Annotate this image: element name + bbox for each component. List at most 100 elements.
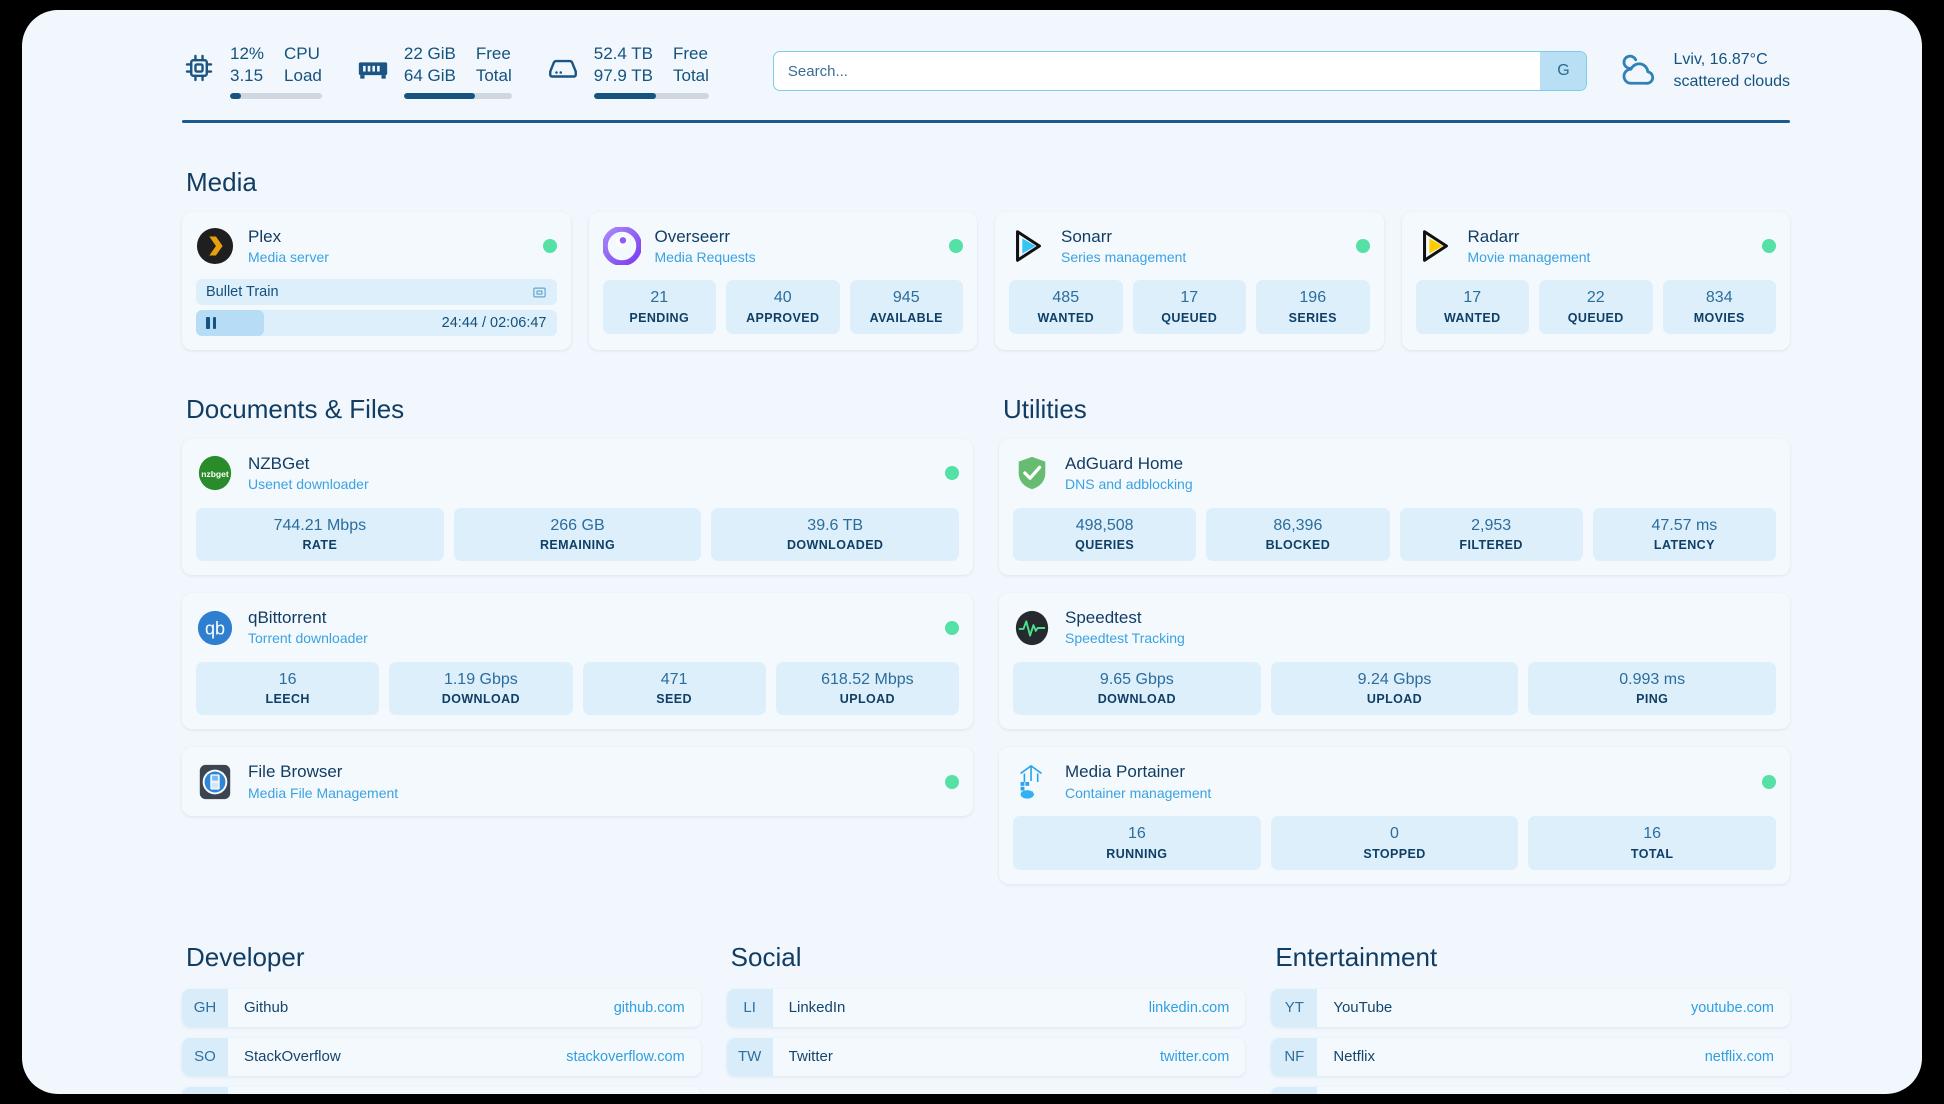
service-card-speedtest[interactable]: Speedtest Speedtest Tracking 9.65 Gbps DOWN… xyxy=(999,593,1790,730)
stat-ping: 0.993 ms PING xyxy=(1528,661,1777,716)
stat-queued: 22 QUEUED xyxy=(1539,280,1653,335)
sonarr-logo xyxy=(1009,227,1047,265)
weather-location-temp: Lviv, 16.87°C xyxy=(1673,51,1768,69)
service-name: Speedtest xyxy=(1065,608,1142,628)
stat-upload: 618.52 Mbps UPLOAD xyxy=(775,661,959,716)
media-player[interactable]: Bullet Train 24:44 / 02:06:47 xyxy=(196,279,557,337)
service-subtitle: Media Requests xyxy=(654,249,756,266)
memory-icon xyxy=(356,51,390,85)
search-bar[interactable]: G xyxy=(772,51,1588,91)
bookmark-url: reddit.com xyxy=(1706,1087,1790,1094)
resource-label-top: Free xyxy=(475,44,511,64)
weather-widget: Lviv, 16.87°C scattered clouds xyxy=(1617,49,1790,92)
service-card-qbittorrent[interactable]: qb qBittorrent Torrent downloader 16 LEECH 1.… xyxy=(182,593,973,730)
resource-widget-disk: 52.4 TB 97.9 TB Free Total xyxy=(546,43,709,99)
resource-widget-cpu: 12% 3.15 CPU Load xyxy=(182,43,322,99)
stat-value: 86,396 xyxy=(1273,516,1323,534)
stat-value: 17 xyxy=(1463,289,1482,307)
now-playing-row: Bullet Train xyxy=(196,279,557,306)
stat-value: 22 xyxy=(1586,289,1605,307)
cast-icon[interactable] xyxy=(532,285,547,300)
stat-wanted: 17 WANTED xyxy=(1415,280,1529,335)
stat-value: 1.19 Gbps xyxy=(443,670,518,688)
media-card-grid: Plex Media server Bullet Train 24:44 / 02:0… xyxy=(182,212,1790,351)
bookmark-link-dev[interactable]: DTDEV dev.to xyxy=(182,1086,701,1094)
service-card-radarr[interactable]: Radarr Movie management 17 WANTED 22 QUEUED 83… xyxy=(1401,212,1790,351)
bookmark-name: YouTube xyxy=(1333,999,1393,1017)
bookmark-url: youtube.com xyxy=(1690,999,1774,1016)
qbittorrent-logo: qb xyxy=(196,609,234,647)
stat-total: 16 TOTAL xyxy=(1528,815,1777,870)
bookmark-abbreviation: GH xyxy=(182,988,228,1027)
resource-widgets: 12% 3.15 CPU Load 22 GiB 64 GiB Free Total 52.4 … xyxy=(182,43,743,99)
resource-label-bottom: Total xyxy=(673,65,709,85)
service-name: File Browser xyxy=(248,762,343,782)
speedtest-logo xyxy=(1013,609,1051,647)
bookmark-link-reddit[interactable]: REReddit reddit.com xyxy=(1271,1086,1790,1094)
bookmark-link-stackoverflow[interactable]: SO StackOverflow stackoverflow.com xyxy=(182,1037,701,1076)
stat-approved: 40 APPROVED xyxy=(726,280,840,335)
stat-upload: 9.24 Gbps UPLOAD xyxy=(1270,661,1519,716)
search-submit-button[interactable]: G xyxy=(1540,52,1587,90)
stat-label: FILTERED xyxy=(1459,538,1523,553)
stat-pending: 21 PENDING xyxy=(602,280,716,335)
stat-label: QUEUED xyxy=(1567,311,1624,326)
service-name: Sonarr xyxy=(1061,227,1113,246)
service-card-nzbget[interactable]: nzbget NZBGet Usenet downloader 744.21 Mbps… xyxy=(182,439,973,576)
bookmark-abbreviation: YT xyxy=(1271,988,1318,1027)
resource-progress-bar xyxy=(403,92,512,99)
service-card-file-browser[interactable]: File Browser Media File Management xyxy=(182,747,973,816)
bookmark-abbreviation: DT xyxy=(182,1086,228,1094)
resource-label-bottom: Load xyxy=(284,65,322,85)
resource-value-top: 22 GiB xyxy=(403,44,456,64)
stat-value: 16 xyxy=(1127,824,1146,842)
filebrowser-logo xyxy=(196,763,234,801)
dashboard-page: 12% 3.15 CPU Load 22 GiB 64 GiB Free Total 52.4 … xyxy=(22,10,1922,1094)
service-subtitle: Series management xyxy=(1061,249,1187,266)
cpu-icon xyxy=(182,51,216,85)
service-subtitle: DNS and adblocking xyxy=(1065,476,1193,493)
radarr-logo xyxy=(1416,227,1454,265)
bookmark-abbreviation: SO xyxy=(182,1037,228,1076)
pause-icon[interactable] xyxy=(206,317,216,330)
stat-label: PENDING xyxy=(629,311,690,326)
service-stats: 17 WANTED 22 QUEUED 834 MOVIES xyxy=(1415,280,1776,335)
adguard-logo xyxy=(1013,454,1051,492)
stat-value: 196 xyxy=(1299,289,1327,307)
service-subtitle: Media server xyxy=(248,249,329,266)
playback-progress-bar[interactable]: 24:44 / 02:06:47 xyxy=(196,310,557,337)
service-card-sonarr[interactable]: Sonarr Series management 485 WANTED 17 QUEUED… xyxy=(995,212,1384,351)
stat-label: LATENCY xyxy=(1653,538,1715,553)
bookmark-link-netflix[interactable]: NF Netflix netflix.com xyxy=(1271,1037,1790,1076)
playback-time: 24:44 / 02:06:47 xyxy=(441,315,547,332)
bookmark-url: linkedin.com xyxy=(1148,999,1230,1016)
stat-label: REMAINING xyxy=(539,538,616,553)
stat-label: DOWNLOAD xyxy=(1097,692,1176,707)
service-card-header: Radarr Movie management xyxy=(1416,226,1776,266)
service-card-media-portainer[interactable]: Media Portainer Container management 16 RUN… xyxy=(999,747,1790,884)
bookmark-name: DEV xyxy=(228,1087,275,1094)
stat-label: AVAILABLE xyxy=(869,311,943,326)
stat-label: STOPPED xyxy=(1363,846,1426,861)
search-input[interactable] xyxy=(773,52,1541,90)
service-card-plex[interactable]: Plex Media server Bullet Train 24:44 / 02:0… xyxy=(182,212,571,351)
service-name: qBittorrent xyxy=(248,608,327,628)
bookmark-link-linkedin[interactable]: LI LinkedIn linkedin.com xyxy=(726,988,1246,1027)
bookmark-link-youtube[interactable]: YT YouTube youtube.com xyxy=(1271,988,1790,1027)
utilities-column: Utilities AdGuard Home DNS and adblocking… xyxy=(999,350,1790,901)
stat-label: RUNNING xyxy=(1106,846,1168,861)
resource-value-top: 52.4 TB xyxy=(593,44,653,64)
stat-value: 47.57 ms xyxy=(1651,516,1718,534)
bookmark-name: Netflix xyxy=(1333,1048,1376,1066)
stat-label: MOVIES xyxy=(1693,311,1745,326)
service-card-header: Overseerr Media Requests xyxy=(602,226,963,266)
service-card-overseerr[interactable]: Overseerr Media Requests 21 PENDING 40 APPROV… xyxy=(588,212,977,351)
service-stats: 21 PENDING 40 APPROVED 945 AVAILABLE xyxy=(602,280,963,335)
stat-value: 471 xyxy=(660,670,688,688)
service-card-adguard-home[interactable]: AdGuard Home DNS and adblocking 498,508 QUE… xyxy=(999,439,1790,576)
bookmark-link-github[interactable]: GH Github github.com xyxy=(182,988,701,1027)
stat-label: BLOCKED xyxy=(1265,538,1331,553)
bookmark-link-twitter[interactable]: TW Twitter twitter.com xyxy=(726,1037,1246,1076)
service-subtitle: Torrent downloader xyxy=(248,630,368,647)
overseerr-logo xyxy=(602,227,641,266)
